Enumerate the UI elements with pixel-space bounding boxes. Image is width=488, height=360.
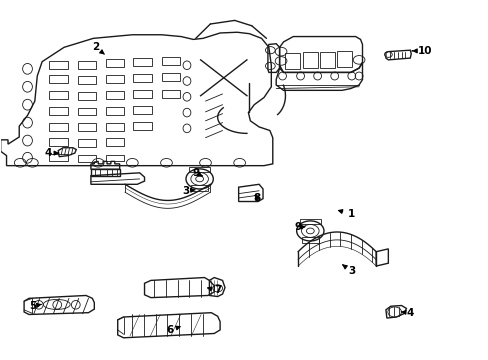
Text: 8: 8 bbox=[253, 193, 260, 203]
Bar bbox=[161, 57, 180, 65]
Bar bbox=[49, 138, 68, 146]
Text: 9: 9 bbox=[192, 168, 202, 178]
Bar bbox=[133, 58, 152, 66]
Text: 5: 5 bbox=[29, 301, 41, 311]
Bar bbox=[49, 75, 68, 83]
Bar bbox=[49, 107, 68, 115]
Bar bbox=[105, 59, 124, 67]
Bar bbox=[49, 61, 68, 69]
Bar bbox=[105, 91, 124, 99]
Text: 4: 4 bbox=[45, 148, 58, 158]
Bar bbox=[299, 219, 321, 225]
Bar bbox=[301, 237, 319, 243]
Text: 1: 1 bbox=[338, 209, 355, 219]
Text: 9: 9 bbox=[294, 222, 305, 232]
Text: 3: 3 bbox=[182, 186, 195, 196]
Bar bbox=[105, 75, 124, 83]
Text: 10: 10 bbox=[411, 46, 431, 56]
Bar bbox=[78, 155, 96, 162]
Bar bbox=[105, 154, 124, 161]
Text: 2: 2 bbox=[92, 42, 104, 54]
Bar bbox=[105, 123, 124, 131]
Bar bbox=[49, 154, 68, 161]
Bar bbox=[161, 73, 180, 81]
Bar bbox=[285, 53, 299, 69]
Bar bbox=[336, 51, 351, 67]
Bar bbox=[105, 107, 124, 115]
Bar bbox=[303, 52, 317, 68]
Bar bbox=[91, 168, 120, 176]
Bar bbox=[320, 51, 334, 68]
Bar bbox=[133, 106, 152, 114]
Bar bbox=[78, 61, 96, 69]
Bar bbox=[78, 76, 96, 84]
Bar bbox=[190, 185, 208, 192]
Bar bbox=[78, 108, 96, 116]
Bar bbox=[133, 90, 152, 98]
Text: 3: 3 bbox=[342, 265, 355, 276]
Bar bbox=[78, 139, 96, 147]
Bar bbox=[49, 123, 68, 131]
Text: 4: 4 bbox=[400, 308, 413, 318]
Bar bbox=[161, 90, 180, 98]
Bar bbox=[133, 122, 152, 130]
Bar bbox=[78, 123, 96, 131]
Text: 6: 6 bbox=[166, 325, 180, 335]
Bar bbox=[188, 167, 210, 172]
Bar bbox=[49, 91, 68, 99]
Bar bbox=[133, 74, 152, 82]
Bar bbox=[105, 138, 124, 146]
Bar bbox=[78, 92, 96, 100]
Text: 7: 7 bbox=[207, 285, 221, 296]
